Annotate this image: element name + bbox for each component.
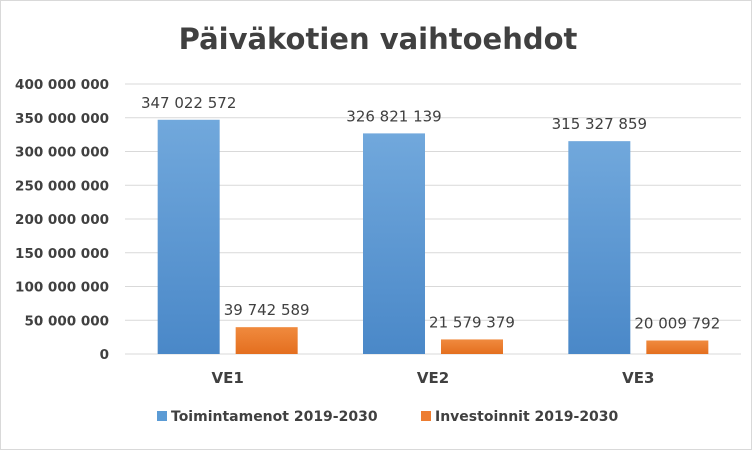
data-label: 315 327 859 — [552, 115, 647, 133]
y-tick-label: 0 — [100, 347, 109, 363]
y-tick-label: 50 000 000 — [24, 313, 109, 329]
y-tick-label: 200 000 000 — [15, 212, 109, 228]
chart-title: Päiväkotien vaihtoehdot — [179, 22, 578, 56]
bar-ve3-series-2 — [646, 340, 709, 354]
y-axis: 0 50 000 000 100 000 000 150 000 000 200 000… — [15, 77, 109, 363]
legend-swatch — [157, 411, 167, 421]
data-label: 21 579 379 — [429, 313, 515, 331]
y-tick-label: 150 000 000 — [15, 246, 109, 262]
bars — [157, 119, 709, 354]
y-tick-label: 350 000 000 — [15, 111, 109, 127]
data-labels: 347 022 572 39 742 589 326 821 139 21 579 3… — [141, 94, 720, 333]
y-tick-label: 300 000 000 — [15, 145, 109, 161]
x-tick-label: VE3 — [622, 369, 654, 387]
legend: Toimintamenot 2019-2030 Investoinnit 2019… — [157, 409, 619, 425]
bar-ve1-series-1 — [157, 119, 220, 354]
legend-label: Toimintamenot 2019-2030 — [171, 409, 378, 425]
y-tick-label: 400 000 000 — [15, 77, 109, 93]
data-label: 39 742 589 — [224, 301, 310, 319]
legend-swatch — [421, 411, 431, 421]
legend-label: Investoinnit 2019-2030 — [435, 409, 619, 425]
data-label: 347 022 572 — [141, 94, 236, 112]
bar-ve2-series-2 — [441, 339, 503, 354]
data-label: 326 821 139 — [346, 107, 441, 125]
x-tick-label: VE2 — [417, 369, 449, 387]
bar-ve2-series-1 — [363, 133, 425, 354]
data-label: 20 009 792 — [634, 314, 720, 332]
x-axis: VE1 VE2 VE3 — [212, 369, 655, 387]
bar-ve3-series-1 — [568, 141, 631, 354]
x-tick-label: VE1 — [212, 369, 244, 387]
gridlines — [125, 83, 741, 355]
y-tick-label: 250 000 000 — [15, 178, 109, 194]
y-tick-label: 100 000 000 — [15, 280, 109, 296]
bar-ve1-series-2 — [235, 327, 298, 354]
